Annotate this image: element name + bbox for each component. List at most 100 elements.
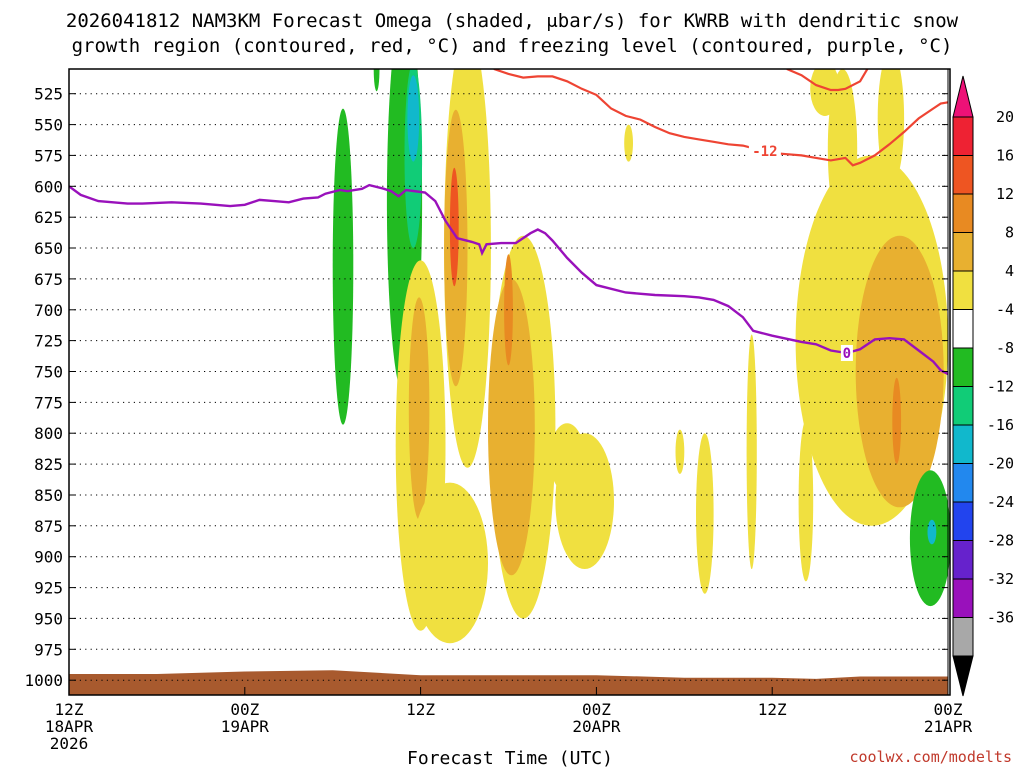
plot-frame [68,68,951,696]
colorbar-label-7: -8 [996,339,1014,357]
colorbar-swatch-13 [952,578,974,618]
omega-cell-27 [810,69,840,116]
colorbar-top-arrow [952,75,974,118]
freezing-level-label: 0 [843,346,851,362]
y-tick-label-800: 800 [34,424,63,443]
omega-cell-19 [696,433,714,594]
grid-layer [69,93,948,681]
x-tick-label-24-0: 12Z [406,700,435,719]
y-tick-label-900: 900 [34,548,63,567]
y-tick-label-525: 525 [34,85,63,104]
omega-cell-24 [892,377,902,465]
x-tick-label-0-2: 2026 [50,734,89,753]
freezing-level-line [69,183,949,376]
x-tick-label-0-1: 18APR [45,717,94,736]
x-tick-label-36-1: 20APR [572,717,621,736]
colorbar-swatch-5 [952,270,974,310]
y-tick-label-725: 725 [34,332,63,351]
colorbar-label-9: -16 [987,416,1014,434]
x-tick-label-48-0: 12Z [758,700,787,719]
colorbar-bottom-arrow [952,655,974,697]
y-tick-label-575: 575 [34,146,63,165]
y-tick-label-675: 675 [34,270,63,289]
dgz-contour-label: -12 [752,144,777,160]
y-tick-label-1000: 1000 [24,671,63,690]
omega-cell-23 [855,235,944,508]
colorbar-swatch-8 [952,386,974,426]
x-tick-label-0-0: 12Z [55,700,84,719]
x-tick-label-60-0: 00Z [934,700,963,719]
omega-cell-1 [332,108,354,425]
contour-layer: -12 0 [69,69,949,376]
omega-cell-20 [746,334,757,570]
dgz-contour-line [493,69,949,167]
y-tick-label-625: 625 [34,208,63,227]
omega-cell-29 [927,519,937,545]
omega-shading-layer [332,69,950,644]
colorbar-label-6: -4 [996,301,1014,319]
omega-cell-10 [488,278,535,576]
omega-cell-5 [373,69,380,92]
y-tick-label-825: 825 [34,455,63,474]
y-tick-label-975: 975 [34,640,63,659]
colorbar-swatch-3 [952,193,974,233]
y-tick-label-875: 875 [34,517,63,536]
colorbar-label-10: -20 [987,455,1014,473]
y-tick-label-850: 850 [34,486,63,505]
x-tick-label-60-1: 21APR [924,717,973,736]
omega-cell-26 [877,69,905,187]
x-tick-label-12-0: 00Z [230,700,259,719]
freezing-label-bg [840,345,853,361]
terrain-fill [69,670,948,695]
omega-cell-21 [798,420,814,582]
y-tick-label-950: 950 [34,609,63,628]
y-tick-label-650: 650 [34,239,63,258]
dgz-label-bg [748,142,781,160]
colorbar-label-11: -24 [987,493,1014,511]
colorbar-label-13: -32 [987,570,1014,588]
y-tick-label-600: 600 [34,177,63,196]
omega-cell-16 [549,423,585,493]
y-tick-label-550: 550 [34,116,63,135]
colorbar-label-12: -28 [987,532,1014,550]
omega-cell-14 [411,482,488,644]
colorbar-swatch-14 [952,617,974,657]
colorbar-label-3: 12 [996,185,1014,203]
colorbar-label-2: 16 [996,147,1014,165]
colorbar-swatch-2 [952,155,974,195]
credit-text: coolwx.com/modelts [849,748,1012,766]
chart-title-line-1: 2026041812 NAM3KM Forecast Omega (shaded… [66,10,959,32]
x-axis-title: Forecast Time (UTC) [407,748,613,768]
colorbar-label-4: 8 [1005,224,1014,242]
x-tick-label-36-0: 00Z [582,700,611,719]
colorbar-swatch-4 [952,232,974,272]
colorbar-swatch-9 [952,424,974,464]
y-tick-label-700: 700 [34,301,63,320]
colorbar-swatch-1 [952,116,974,156]
colorbar-label-14: -36 [987,609,1014,627]
colorbar-swatch-6 [952,309,974,349]
terrain-layer [69,670,948,695]
colorbar-label-8: -12 [987,378,1014,396]
colorbar-swatch-10 [952,463,974,503]
y-tick-label-775: 775 [34,393,63,412]
colorbar-swatch-11 [952,501,974,541]
colorbar-label-5: 4 [1005,262,1014,280]
colorbar-swatch-12 [952,540,974,580]
x-tick-label-12-1: 19APR [221,717,270,736]
omega-cell-13 [408,297,430,520]
omega-cell-17 [624,124,633,162]
omega-cell-4 [407,75,420,162]
colorbar-label-1: 20 [996,108,1014,126]
omega-cell-18 [675,429,685,474]
y-tick-label-925: 925 [34,579,63,598]
dgz-contour-line-upper [786,69,869,92]
colorbar: 20 16 12 8 4 -4 -8 -12 -16 -20 -24 -28 -32 -36 [952,75,1014,697]
y-tick-label-750: 750 [34,363,63,382]
chart-title-line-2: growth region (contoured, red, °C) and f… [72,35,953,57]
omega-cell-11 [504,254,513,366]
y-axis: 525 550 575 600 625 650 675 700 725 750 775 800 825 8… [24,85,948,690]
colorbar-swatch-7 [952,347,974,387]
